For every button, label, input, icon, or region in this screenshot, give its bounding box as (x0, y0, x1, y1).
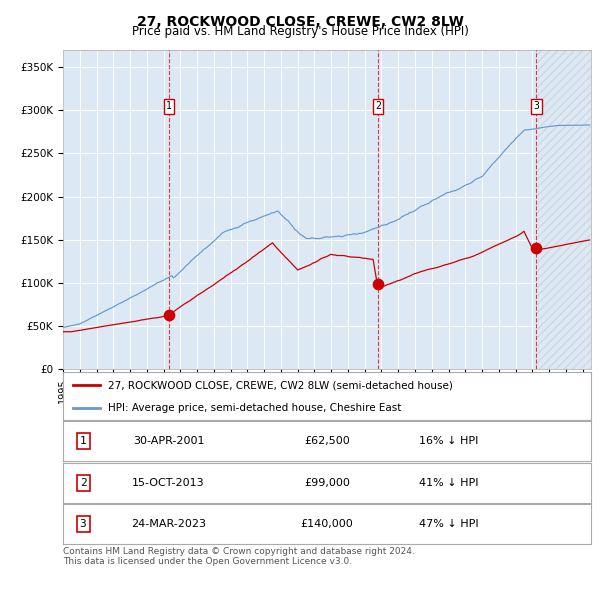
Text: 2: 2 (80, 478, 86, 487)
Point (373, 279, 383, 289)
Text: HPI: Average price, semi-detached house, Cheshire East: HPI: Average price, semi-detached house,… (108, 402, 401, 412)
Text: 3: 3 (533, 101, 539, 111)
Text: 27, ROCKWOOD CLOSE, CREWE, CW2 8LW: 27, ROCKWOOD CLOSE, CREWE, CW2 8LW (137, 15, 463, 29)
Text: Price paid vs. HM Land Registry's House Price Index (HPI): Price paid vs. HM Land Registry's House … (131, 25, 469, 38)
Point (532, 244, 541, 253)
Text: £140,000: £140,000 (301, 519, 353, 529)
Text: 24-MAR-2023: 24-MAR-2023 (131, 519, 206, 529)
Text: 16% ↓ HPI: 16% ↓ HPI (419, 437, 478, 446)
Text: 41% ↓ HPI: 41% ↓ HPI (419, 478, 478, 487)
Text: 30-APR-2001: 30-APR-2001 (133, 437, 205, 446)
Bar (536, 50, 591, 369)
Text: Contains HM Land Registry data © Crown copyright and database right 2024.
This d: Contains HM Land Registry data © Crown c… (63, 547, 415, 566)
Text: 15-OCT-2013: 15-OCT-2013 (132, 478, 205, 487)
Point (164, 310, 174, 320)
Text: 47% ↓ HPI: 47% ↓ HPI (419, 519, 478, 529)
Text: 3: 3 (80, 519, 86, 529)
Text: 1: 1 (166, 101, 172, 111)
Text: £99,000: £99,000 (304, 478, 350, 487)
Bar (536, 50, 591, 369)
Text: 2: 2 (375, 101, 381, 111)
Text: £62,500: £62,500 (304, 437, 350, 446)
Text: 1: 1 (80, 437, 86, 446)
Text: 27, ROCKWOOD CLOSE, CREWE, CW2 8LW (semi-detached house): 27, ROCKWOOD CLOSE, CREWE, CW2 8LW (semi… (108, 380, 453, 390)
